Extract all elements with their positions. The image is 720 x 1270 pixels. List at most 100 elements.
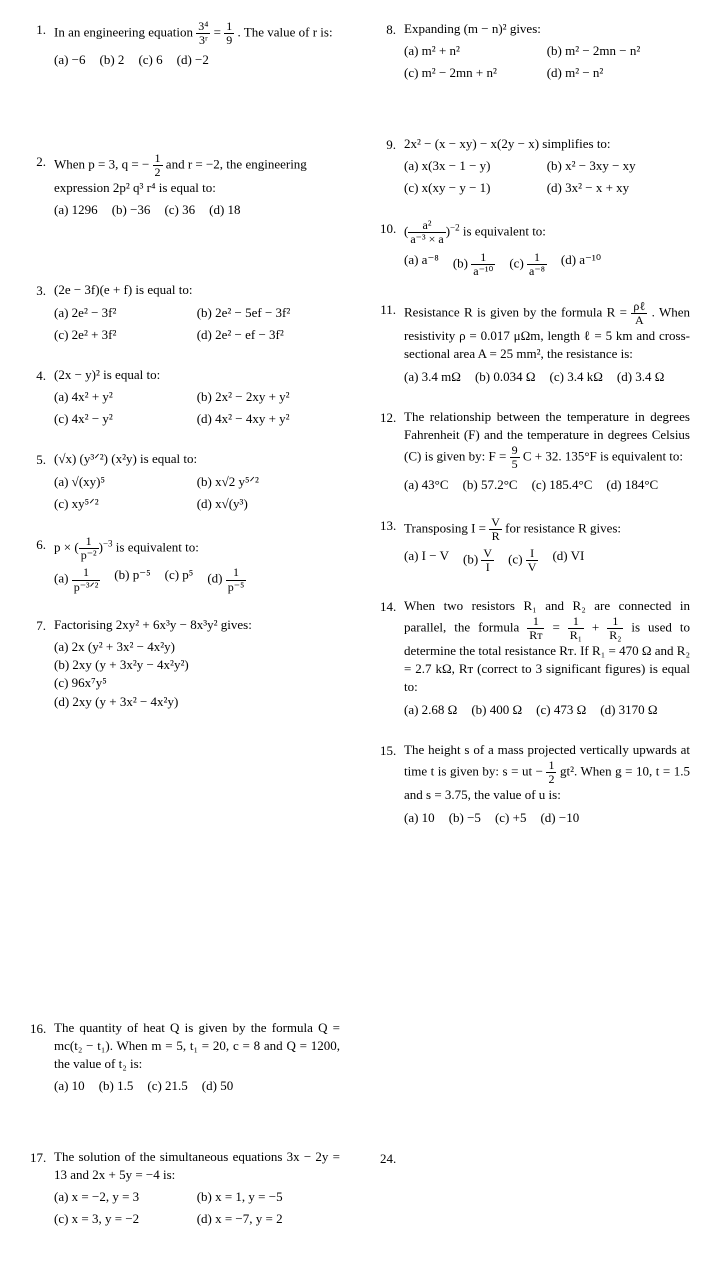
q17-d: (d) x = −7, y = 2 [197, 1210, 326, 1228]
question-3: 3. (2e − 3f)(e + f) is equal to: (a) 2e²… [30, 281, 340, 344]
q10-paren: (a²a⁻³ × a)−2 [404, 219, 460, 246]
q1-text: In an engineering equation 3⁴3ʳ = 19 . T… [54, 20, 340, 47]
bottom-columns: 16. The quantity of heat Q is given by t… [30, 1019, 690, 1251]
q17-number: 17. [30, 1148, 54, 1167]
q14-f2: 1R₁ [568, 615, 584, 642]
q7-choices: (a) 2x (y² + 3x² − 4x²y) (b) 2xy (y + 3x… [54, 638, 340, 711]
q14-a: (a) 2.68 Ω [404, 701, 457, 719]
q8-d: (d) m² − n² [547, 64, 676, 82]
q1-frac1: 3⁴3ʳ [196, 20, 210, 47]
right-column: 8. Expanding (m − n)² gives: (a) m² + n²… [380, 20, 690, 849]
q4-c: (c) 4x² − y² [54, 410, 183, 428]
q11-text: Resistance R is given by the formula R =… [404, 300, 690, 364]
q4-body: (2x − y)² is equal to: (a) 4x² + y² (b) … [54, 366, 340, 429]
q15-frac: 12 [546, 759, 556, 786]
q15-b: (b) −5 [449, 809, 481, 827]
q2-text: When p = 3, q = − 12 and r = −2, the eng… [54, 152, 340, 198]
q16-a: (a) 10 [54, 1077, 85, 1095]
q17-b: (b) x = 1, y = −5 [197, 1188, 326, 1206]
q17-text: The solution of the simultaneous equatio… [54, 1148, 340, 1184]
q16-number: 16. [30, 1019, 54, 1038]
q2-number: 2. [30, 152, 54, 171]
q11-b: (b) 0.034 Ω [475, 368, 536, 386]
question-8: 8. Expanding (m − n)² gives: (a) m² + n²… [380, 20, 690, 83]
q3-number: 3. [30, 281, 54, 300]
q13-c: (c) IV [508, 547, 538, 574]
q6-text: p × (1p⁻²)−3 is equivalent to: [54, 535, 340, 562]
question-17: 17. The solution of the simultaneous equ… [30, 1148, 340, 1229]
q7-c: (c) 96x⁷y⁵ [54, 674, 340, 692]
q12-text: The relationship between the temperature… [404, 408, 690, 472]
q8-text: Expanding (m − n)² gives: [404, 20, 690, 38]
q3-b: (b) 2e² − 5ef − 3f² [197, 304, 326, 322]
q11-pre: Resistance R is given by the formula R = [404, 305, 631, 320]
q8-b: (b) m² − 2mn − n² [547, 42, 676, 60]
q16-b: (b) 1.5 [99, 1077, 134, 1095]
q1-c: (c) 6 [138, 51, 162, 69]
q2-choices: (a) 1296 (b) −36 (c) 36 (d) 18 [54, 201, 340, 219]
q1-pre: In an engineering equation [54, 25, 196, 40]
q16-text: The quantity of heat Q is given by the f… [54, 1019, 340, 1074]
q2-body: When p = 3, q = − 12 and r = −2, the eng… [54, 152, 340, 220]
q9-number: 9. [380, 135, 404, 154]
q6-d: (d) 1p⁻⁵ [207, 566, 246, 593]
q10-b: (b) 1a⁻¹⁰ [453, 251, 496, 278]
q5-d: (d) x√(y³) [197, 495, 326, 513]
question-12: 12. The relationship between the tempera… [380, 408, 690, 494]
q6-choices: (a) 1p⁻³ᐟ² (b) p⁻⁵ (c) p⁵ (d) 1p⁻⁵ [54, 566, 340, 593]
q13-body: Transposing I = VR for resistance R give… [404, 516, 690, 575]
q14-text: When two resistors R₁ and R₂ are connect… [404, 597, 690, 697]
q10-number: 10. [380, 219, 404, 238]
q12-frac: 95 [510, 444, 520, 471]
question-4: 4. (2x − y)² is equal to: (a) 4x² + y² (… [30, 366, 340, 429]
q6-number: 6. [30, 535, 54, 554]
q12-c: (c) 185.4°C [532, 476, 593, 494]
q2-frac: 12 [153, 152, 163, 179]
q15-choices: (a) 10 (b) −5 (c) +5 (d) −10 [404, 809, 690, 827]
q6-body: p × (1p⁻²)−3 is equivalent to: (a) 1p⁻³ᐟ… [54, 535, 340, 594]
q9-d: (d) 3x² − x + xy [547, 179, 676, 197]
q2-c: (c) 36 [164, 201, 195, 219]
q7-number: 7. [30, 616, 54, 635]
q11-c: (c) 3.4 kΩ [550, 368, 603, 386]
bottom-right: 24. [380, 1019, 690, 1251]
q7-text: Factorising 2xy² + 6x³y − 8x³y² gives: [54, 616, 340, 634]
bottom-left: 16. The quantity of heat Q is given by t… [30, 1019, 340, 1251]
question-7: 7. Factorising 2xy² + 6x³y − 8x³y² gives… [30, 616, 340, 711]
q1-number: 1. [30, 20, 54, 39]
q8-a: (a) m² + n² [404, 42, 533, 60]
q13-b: (b) VI [463, 547, 494, 574]
q14-c: (c) 473 Ω [536, 701, 586, 719]
q17-choices: (a) x = −2, y = 3 (b) x = 1, y = −5 (c) … [54, 1188, 340, 1228]
q4-d: (d) 4x² − 4xy + y² [197, 410, 326, 428]
q10-text: (a²a⁻³ × a)−2 is equivalent to: [404, 219, 690, 246]
q7-body: Factorising 2xy² + 6x³y − 8x³y² gives: (… [54, 616, 340, 711]
q11-d: (d) 3.4 Ω [617, 368, 665, 386]
q12-body: The relationship between the temperature… [404, 408, 690, 494]
q10-choices: (a) a⁻⁸ (b) 1a⁻¹⁰ (c) 1a⁻⁸ (d) a⁻¹⁰ [404, 251, 690, 278]
q7-a: (a) 2x (y² + 3x² − 4x²y) [54, 638, 340, 656]
q2-d: (d) 18 [209, 201, 240, 219]
q16-choices: (a) 10 (b) 1.5 (c) 21.5 (d) 50 [54, 1077, 340, 1095]
q13-d: (d) VI [552, 547, 584, 574]
two-column-layout: 1. In an engineering equation 3⁴3ʳ = 19 … [30, 20, 690, 849]
q5-b: (b) x√2 y⁵ᐟ² [197, 473, 326, 491]
q14-b: (b) 400 Ω [471, 701, 522, 719]
q3-a: (a) 2e² − 3f² [54, 304, 183, 322]
q5-c: (c) xy⁵ᐟ² [54, 495, 183, 513]
q17-c: (c) x = 3, y = −2 [54, 1210, 183, 1228]
q24-number: 24. [380, 1149, 404, 1168]
q4-b: (b) 2x² − 2xy + y² [197, 388, 326, 406]
q12-d: (d) 184°C [606, 476, 658, 494]
q1-b: (b) 2 [100, 51, 125, 69]
q4-text: (2x − y)² is equal to: [54, 366, 340, 384]
q15-number: 15. [380, 741, 404, 760]
q5-choices: (a) √(xy)⁵ (b) x√2 y⁵ᐟ² (c) xy⁵ᐟ² (d) x√… [54, 473, 340, 513]
q6-a: (a) 1p⁻³ᐟ² [54, 566, 100, 593]
q1-frac2: 19 [224, 20, 234, 47]
question-6: 6. p × (1p⁻²)−3 is equivalent to: (a) 1p… [30, 535, 340, 594]
q12-b: (b) 57.2°C [463, 476, 518, 494]
question-1: 1. In an engineering equation 3⁴3ʳ = 19 … [30, 20, 340, 70]
q9-b: (b) x² − 3xy − xy [547, 157, 676, 175]
q11-body: Resistance R is given by the formula R =… [404, 300, 690, 386]
